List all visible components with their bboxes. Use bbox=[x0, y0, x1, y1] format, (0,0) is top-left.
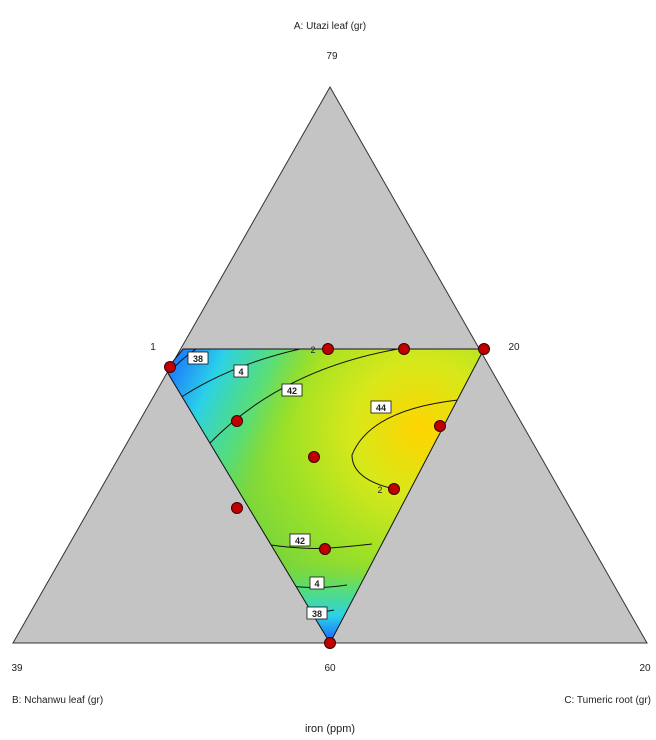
contour-label: 38 bbox=[187, 351, 209, 365]
design-point bbox=[319, 543, 331, 555]
axis-b-apex-value: 39 bbox=[11, 663, 23, 674]
contour-label: 4 bbox=[233, 364, 249, 378]
axis-a-apex-value: 79 bbox=[326, 51, 338, 62]
design-point bbox=[434, 420, 446, 432]
contour-label: 42 bbox=[281, 383, 303, 397]
contour-label: 42 bbox=[289, 533, 311, 547]
chart-title: iron (ppm) bbox=[305, 723, 355, 735]
design-point bbox=[398, 343, 410, 355]
design-point bbox=[388, 483, 400, 495]
contour-label: 44 bbox=[370, 400, 392, 414]
design-point bbox=[164, 361, 176, 373]
axis-c-apex-value: 20 bbox=[639, 663, 651, 674]
svg-text:42: 42 bbox=[295, 536, 305, 546]
svg-text:38: 38 bbox=[312, 609, 322, 619]
replicate-count: 2 bbox=[310, 345, 315, 355]
contour-label: 4 bbox=[309, 576, 325, 590]
axis-b-label: B: Nchanwu leaf (gr) bbox=[12, 695, 103, 706]
contour-label: 38 bbox=[306, 606, 328, 620]
design-point bbox=[324, 637, 336, 649]
svg-text:4: 4 bbox=[238, 367, 243, 377]
contour-line bbox=[351, 399, 459, 489]
contour-line bbox=[207, 349, 399, 446]
svg-text:38: 38 bbox=[193, 354, 203, 364]
region-vertex-label-c: 60 bbox=[324, 663, 336, 674]
design-point bbox=[231, 502, 243, 514]
design-point bbox=[231, 415, 243, 427]
region-vertex-label-b: 1 bbox=[150, 342, 156, 353]
design-point bbox=[322, 343, 334, 355]
replicate-count: 2 bbox=[377, 485, 382, 495]
svg-text:42: 42 bbox=[287, 386, 297, 396]
design-point bbox=[308, 451, 320, 463]
axis-a-label: A: Utazi leaf (gr) bbox=[294, 21, 366, 32]
svg-text:4: 4 bbox=[314, 579, 319, 589]
region-vertex-label-a: 20 bbox=[508, 342, 520, 353]
axis-c-label: C: Tumeric root (gr) bbox=[564, 695, 651, 706]
svg-text:44: 44 bbox=[376, 403, 386, 413]
design-point bbox=[478, 343, 490, 355]
